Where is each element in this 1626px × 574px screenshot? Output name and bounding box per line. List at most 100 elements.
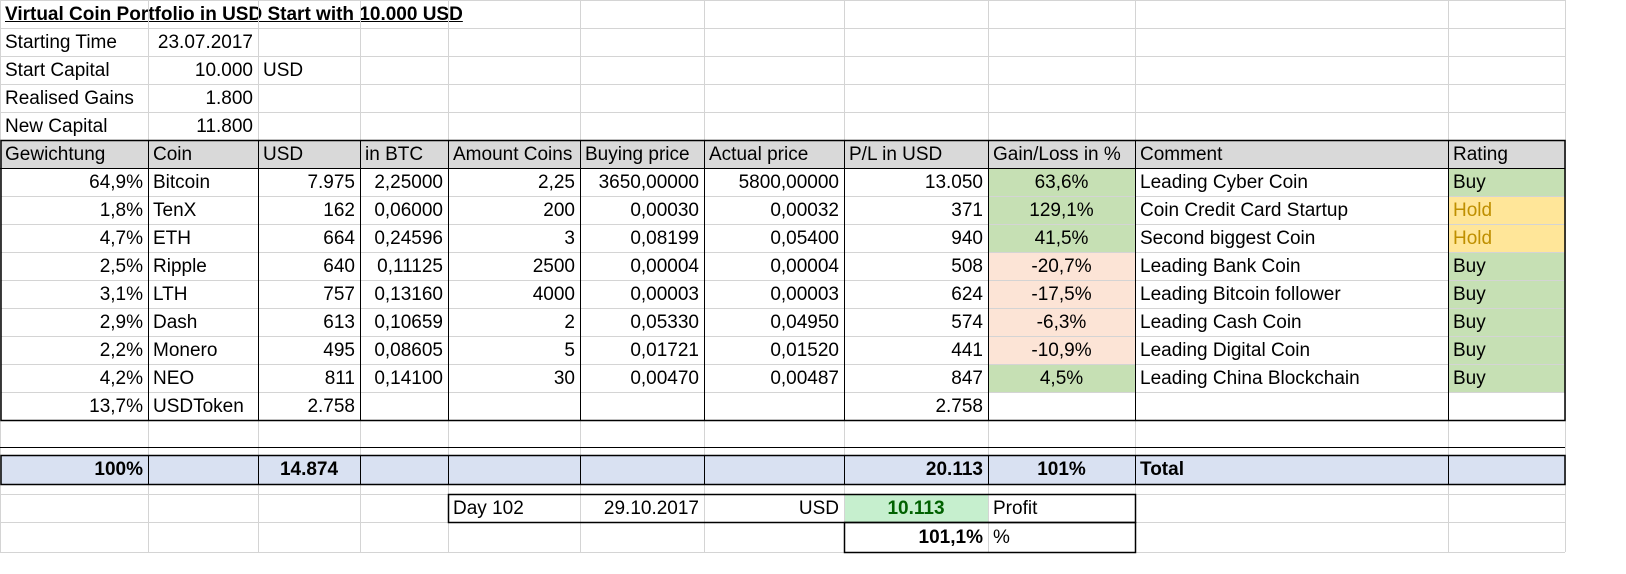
table-cell-amount[interactable]: 4000 (532, 283, 575, 305)
rating-cell[interactable]: Buy (1448, 168, 1565, 196)
table-cell-btc[interactable]: 0,13160 (374, 283, 443, 305)
table-cell-gain[interactable]: 63,6% (988, 168, 1135, 196)
table-cell-btc[interactable]: 0,10659 (374, 311, 443, 333)
total-empty-cell[interactable] (704, 455, 844, 484)
coin-name-cell[interactable]: NEO (153, 367, 195, 389)
table-cell-gain[interactable]: 41,5% (988, 224, 1135, 252)
table-cell-buy[interactable]: 0,01721 (630, 339, 699, 361)
table-cell-pl[interactable]: 847 (951, 367, 983, 389)
coin-name-cell[interactable]: TenX (153, 199, 197, 221)
total-empty-cell[interactable] (360, 455, 448, 484)
table-cell-actual[interactable]: 0,00487 (770, 367, 839, 389)
table-cell-btc[interactable]: 0,24596 (374, 227, 443, 249)
table-cell-pl[interactable]: 371 (951, 199, 983, 221)
table-cell-btc[interactable] (360, 392, 448, 420)
rating-cell[interactable]: Hold (1448, 196, 1565, 224)
day-counter[interactable]: Day 102 (453, 497, 524, 519)
table-cell-weight[interactable]: 13,7% (89, 395, 143, 417)
table-cell-weight[interactable]: 2,2% (99, 339, 143, 361)
table-cell-buy[interactable]: 0,00003 (630, 283, 699, 305)
table-cell-comment[interactable]: Second biggest Coin (1140, 227, 1316, 249)
rating-cell[interactable]: Buy (1448, 336, 1565, 364)
table-cell-usd[interactable]: 757 (323, 283, 355, 305)
table-cell-gain[interactable] (988, 392, 1135, 420)
summary-unit[interactable]: USD (263, 59, 304, 81)
rating-cell[interactable]: Buy (1448, 308, 1565, 336)
table-cell-pl[interactable]: 574 (951, 311, 983, 333)
table-cell-amount[interactable]: 5 (564, 339, 575, 361)
table-cell-pl[interactable]: 2.758 (935, 395, 983, 417)
table-cell-buy[interactable]: 3650,00000 (598, 171, 699, 193)
table-cell-amount[interactable]: 30 (553, 367, 575, 389)
table-cell-weight[interactable]: 4,7% (99, 227, 143, 249)
table-cell-usd[interactable]: 495 (323, 339, 355, 361)
coin-name-cell[interactable]: Bitcoin (153, 171, 211, 193)
table-cell-gain[interactable]: 4,5% (988, 364, 1135, 392)
column-header[interactable]: Buying price (580, 140, 704, 168)
total-weight[interactable]: 100% (0, 455, 148, 484)
table-cell-actual[interactable]: 0,04950 (770, 311, 839, 333)
total-empty-cell[interactable] (448, 455, 580, 484)
table-cell-buy[interactable]: 0,08199 (630, 227, 699, 249)
table-cell-comment[interactable]: Leading Cyber Coin (1140, 171, 1308, 193)
summary-value[interactable]: 23.07.2017 (157, 31, 253, 53)
table-cell-actual[interactable]: 0,00032 (770, 199, 839, 221)
coin-name-cell[interactable]: USDToken (153, 395, 244, 417)
table-cell-btc[interactable]: 0,11125 (377, 255, 443, 277)
table-cell-amount[interactable]: 200 (543, 199, 575, 221)
summary-label[interactable]: Starting Time (5, 31, 117, 53)
table-cell-weight[interactable]: 64,9% (89, 171, 143, 193)
table-cell-usd[interactable]: 162 (323, 199, 355, 221)
table-cell-weight[interactable]: 1,8% (99, 199, 143, 221)
coin-name-cell[interactable]: Dash (153, 311, 198, 333)
table-cell-actual[interactable]: 0,01520 (770, 339, 839, 361)
column-header[interactable]: USD (258, 140, 360, 168)
column-header[interactable]: Coin (148, 140, 258, 168)
summary-value[interactable]: 11.800 (196, 115, 253, 137)
total-label[interactable]: Total (1135, 455, 1448, 484)
table-cell-actual[interactable]: 5800,00000 (738, 171, 839, 193)
table-cell-comment[interactable] (1135, 392, 1448, 420)
table-cell-usd[interactable]: 664 (323, 227, 355, 249)
table-cell-actual[interactable] (704, 392, 844, 420)
table-cell-pl[interactable]: 441 (951, 339, 983, 361)
total-empty-cell[interactable] (580, 455, 704, 484)
summary-value[interactable]: 1.800 (205, 87, 253, 109)
table-cell-usd[interactable]: 811 (324, 367, 355, 389)
table-cell-buy[interactable] (580, 392, 704, 420)
profit-currency[interactable]: USD (798, 497, 839, 519)
table-cell-pl[interactable]: 508 (951, 255, 983, 277)
table-cell-weight[interactable]: 3,1% (99, 283, 143, 305)
table-cell-weight[interactable]: 4,2% (99, 367, 143, 389)
table-cell-comment[interactable]: Coin Credit Card Startup (1140, 199, 1349, 221)
rating-cell[interactable]: Buy (1448, 364, 1565, 392)
table-cell-buy[interactable]: 0,05330 (630, 311, 699, 333)
table-cell-pl[interactable]: 940 (951, 227, 983, 249)
profit-label[interactable]: Profit (993, 497, 1038, 519)
table-cell-actual[interactable]: 0,00004 (770, 255, 839, 277)
table-cell-comment[interactable]: Leading China Blockchain (1140, 367, 1360, 389)
table-cell-amount[interactable]: 2,25 (538, 171, 575, 193)
total-gain[interactable]: 101% (988, 455, 1135, 484)
table-cell-gain[interactable]: -20,7% (988, 252, 1135, 280)
table-cell-actual[interactable]: 0,05400 (770, 227, 839, 249)
summary-value[interactable]: 10.000 (194, 59, 253, 81)
column-header[interactable]: Amount Coins (448, 140, 580, 168)
table-cell-amount[interactable]: 2500 (532, 255, 575, 277)
column-header[interactable]: Actual price (704, 140, 844, 168)
summary-label[interactable]: New Capital (5, 115, 108, 137)
total-empty-cell[interactable] (1448, 455, 1565, 484)
table-cell-usd[interactable]: 2.758 (307, 395, 355, 417)
column-header[interactable]: in BTC (360, 140, 448, 168)
rating-cell[interactable]: Hold (1448, 224, 1565, 252)
coin-name-cell[interactable]: Ripple (153, 255, 207, 277)
table-cell-comment[interactable]: Leading Digital Coin (1140, 339, 1311, 361)
coin-name-cell[interactable]: LTH (153, 283, 188, 305)
table-cell-amount[interactable] (448, 392, 580, 420)
table-cell-comment[interactable]: Leading Bank Coin (1140, 255, 1301, 277)
summary-label[interactable]: Realised Gains (5, 87, 134, 109)
current-date[interactable]: 29.10.2017 (603, 497, 699, 519)
coin-name-cell[interactable]: Monero (153, 339, 218, 361)
table-cell-btc[interactable]: 0,14100 (374, 367, 443, 389)
table-cell-gain[interactable]: -17,5% (988, 280, 1135, 308)
